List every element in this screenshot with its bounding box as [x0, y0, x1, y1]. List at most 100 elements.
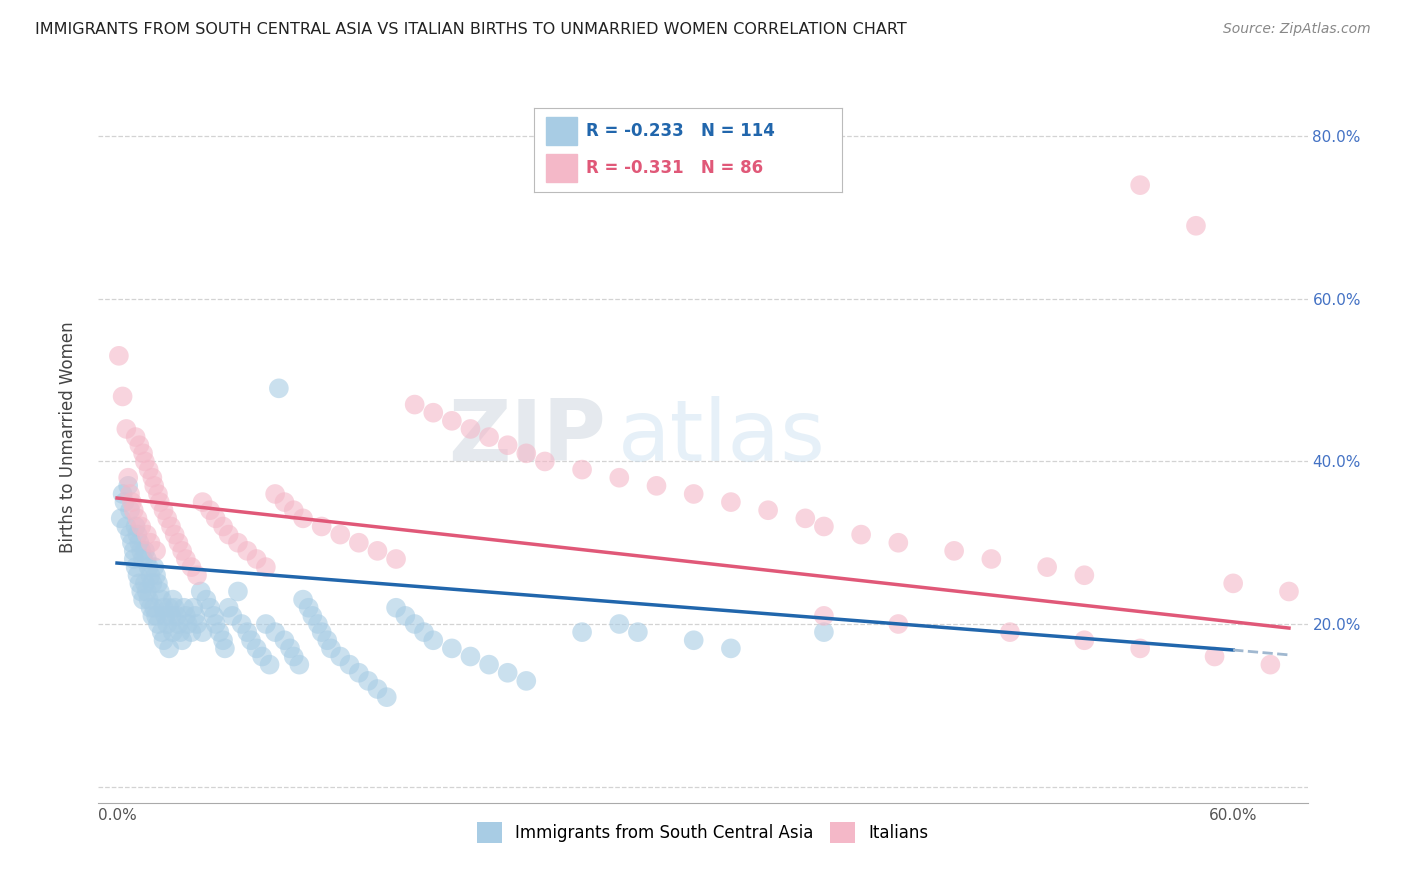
Point [122, 544, 145, 558]
Point [1129, 641, 1152, 656]
Point [283, 649, 305, 664]
Point [385, 600, 408, 615]
Point [1371, 600, 1393, 615]
Point [155, 608, 177, 623]
Point [245, 552, 267, 566]
Point [143, 600, 166, 615]
Point [478, 430, 501, 444]
Point [132, 446, 155, 460]
Point [146, 576, 169, 591]
Point [111, 389, 134, 403]
Point [794, 511, 817, 525]
Text: Source: ZipAtlas.com: Source: ZipAtlas.com [1223, 22, 1371, 37]
Point [245, 641, 267, 656]
Point [375, 690, 398, 705]
Point [259, 657, 281, 672]
Point [627, 625, 650, 640]
Point [273, 633, 295, 648]
Point [191, 625, 214, 640]
Point [128, 535, 150, 549]
Point [339, 657, 361, 672]
Point [118, 527, 141, 541]
Point [160, 608, 183, 623]
Point [127, 527, 149, 541]
Point [110, 511, 132, 525]
Point [146, 487, 169, 501]
Point [124, 430, 146, 444]
Point [292, 511, 315, 525]
Point [288, 657, 311, 672]
Point [146, 617, 169, 632]
Point [1315, 592, 1337, 607]
Point [186, 568, 208, 582]
Point [129, 519, 152, 533]
Point [134, 454, 156, 468]
Point [1371, 673, 1393, 688]
Point [198, 503, 221, 517]
Point [145, 608, 167, 623]
Point [422, 406, 444, 420]
Point [1129, 178, 1152, 193]
Point [122, 503, 145, 517]
Point [166, 608, 188, 623]
Point [1315, 665, 1337, 680]
Point [226, 535, 249, 549]
Point [422, 633, 444, 648]
Point [124, 560, 146, 574]
Point [108, 349, 131, 363]
Point [127, 568, 149, 582]
Point [190, 584, 212, 599]
Point [128, 438, 150, 452]
Point [143, 479, 166, 493]
Point [180, 625, 202, 640]
Point [160, 519, 183, 533]
Point [756, 503, 779, 517]
Point [849, 527, 872, 541]
Point [118, 487, 141, 501]
Point [141, 608, 163, 623]
Point [404, 617, 426, 632]
Point [607, 471, 630, 485]
Point [156, 617, 179, 632]
Point [319, 641, 342, 656]
Point [204, 511, 226, 525]
Point [121, 535, 143, 549]
Point [152, 503, 174, 517]
Point [115, 422, 138, 436]
Point [129, 584, 152, 599]
Point [172, 633, 194, 648]
Point [162, 592, 184, 607]
Point [145, 544, 167, 558]
Point [236, 544, 259, 558]
Point [236, 625, 259, 640]
Point [307, 617, 329, 632]
Point [156, 511, 179, 525]
Point [440, 641, 463, 656]
Point [413, 625, 436, 640]
Point [138, 592, 160, 607]
Point [496, 665, 519, 680]
Point [1204, 649, 1226, 664]
Point [887, 617, 910, 632]
Point [264, 487, 287, 501]
Point [150, 625, 173, 640]
Point [195, 592, 218, 607]
Point [534, 454, 557, 468]
Point [198, 600, 221, 615]
Point [1073, 568, 1095, 582]
Point [1036, 560, 1059, 574]
Legend: Immigrants from South Central Asia, Italians: Immigrants from South Central Asia, Ital… [471, 815, 935, 849]
Point [135, 527, 157, 541]
Point [394, 608, 416, 623]
Point [218, 527, 240, 541]
Point [184, 608, 207, 623]
Point [278, 641, 301, 656]
Point [129, 544, 152, 558]
Point [273, 495, 295, 509]
Point [138, 560, 160, 574]
Point [239, 633, 262, 648]
Point [163, 600, 186, 615]
Point [1073, 633, 1095, 648]
Point [366, 681, 388, 696]
Point [292, 592, 315, 607]
